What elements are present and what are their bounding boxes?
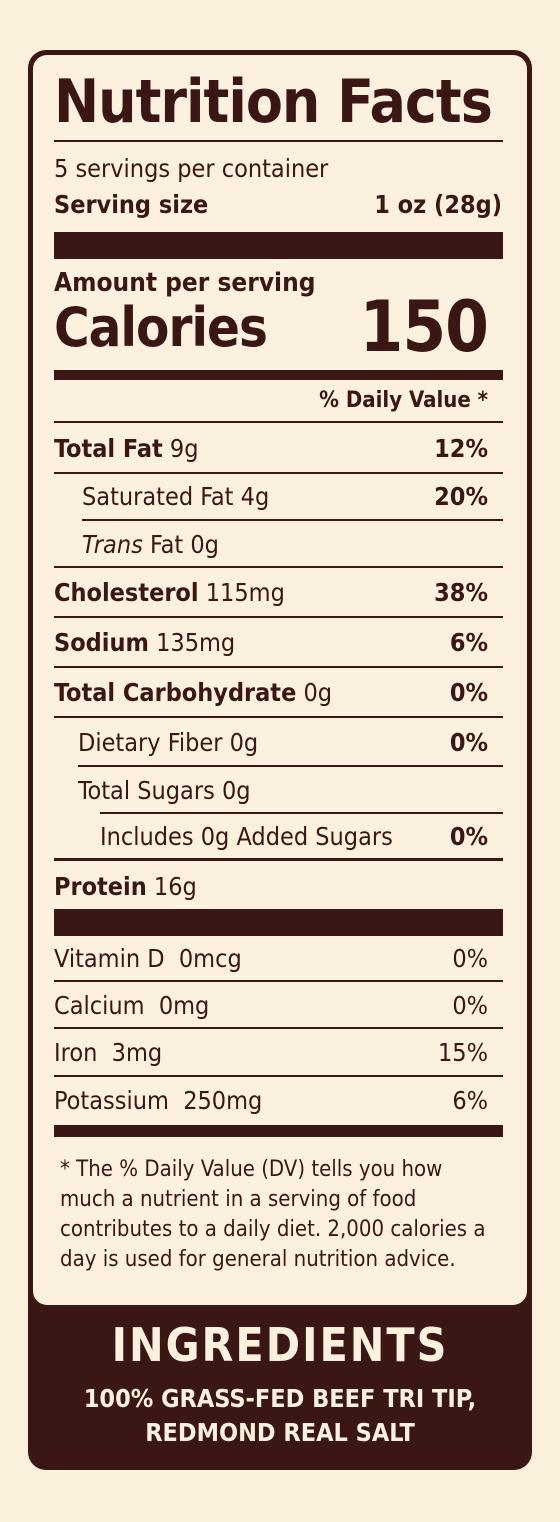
vitamin-name: Vitamin D xyxy=(54,944,165,973)
nutrient-amount: 9g xyxy=(169,434,199,463)
serving-size-label: Serving size xyxy=(54,190,209,219)
nutrient-dv: 6% xyxy=(449,628,488,657)
calories-label: Calories xyxy=(54,296,268,359)
divider xyxy=(54,566,503,568)
vitamin-amount: 250mg xyxy=(183,1086,263,1115)
label-title: Nutrition Facts xyxy=(54,67,493,137)
nutrient-name: Protein xyxy=(54,872,147,901)
nutrient-row-total-sugars: Total Sugars 0g xyxy=(54,766,488,814)
nutrient-row-protein: Protein 16g xyxy=(54,862,488,910)
nutrient-row-total-fat: Total Fat 9g 12% xyxy=(54,424,488,472)
divider xyxy=(54,616,503,618)
nutrient-dv: 0% xyxy=(449,678,488,707)
nutrient-name: Includes 0g Added Sugars xyxy=(100,822,393,851)
nutrient-dv: 38% xyxy=(434,578,488,607)
nutrient-name: Total Sugars xyxy=(78,776,215,805)
thick-divider xyxy=(54,909,503,936)
nutrient-amount: 135mg xyxy=(156,628,236,657)
vitamin-dv: 0% xyxy=(452,991,488,1020)
nutrient-dv: 0% xyxy=(449,822,488,851)
vitamin-amount: 3mg xyxy=(111,1038,163,1067)
nutrient-row-saturated-fat: Saturated Fat 4g 20% xyxy=(54,472,488,520)
nutrient-name: Total Fat xyxy=(54,434,163,463)
divider xyxy=(82,519,503,521)
nutrient-row-added-sugars: Includes 0g Added Sugars 0% xyxy=(54,812,488,860)
divider xyxy=(54,1075,503,1077)
medium-divider xyxy=(54,370,503,380)
nutrient-name: Sodium xyxy=(54,628,149,657)
servings-per-container: 5 servings per container xyxy=(54,154,329,183)
nutrient-amount: 16g xyxy=(153,872,197,901)
amount-per-serving: Amount per serving xyxy=(54,268,316,298)
ingredients-line-2: REDMOND REAL SALT xyxy=(145,1418,415,1447)
thick-divider xyxy=(54,232,503,259)
vitamin-row-potassium: Potassium 250mg 6% xyxy=(54,1076,488,1124)
vitamin-name: Calcium xyxy=(54,991,145,1020)
nutrient-row-cholesterol: Cholesterol 115mg 38% xyxy=(54,568,488,616)
nutrient-row-sodium: Sodium 135mg 6% xyxy=(54,618,488,666)
daily-value-footnote: * The % Daily Value (DV) tells you how m… xyxy=(60,1157,486,1272)
nutrient-name: Saturated Fat xyxy=(82,482,234,511)
ingredients-title: INGREDIENTS xyxy=(111,1318,449,1372)
nutrient-dv: 20% xyxy=(434,482,488,511)
calories-value: 150 xyxy=(359,286,489,368)
vitamin-dv: 6% xyxy=(452,1086,488,1115)
nutrient-amount: 0g xyxy=(229,728,259,757)
nutrient-name: Total Carbohydrate xyxy=(54,678,297,707)
medium-divider xyxy=(54,1125,503,1137)
vitamin-amount: 0mcg xyxy=(178,944,242,973)
divider xyxy=(54,472,503,474)
nutrient-name-suffix: Fat xyxy=(149,530,184,559)
nutrient-row-trans-fat: Trans Fat 0g xyxy=(54,520,488,568)
ingredients-list: 100% GRASS-FED BEEF TRI TIP, REDMOND REA… xyxy=(28,1382,532,1450)
vitamin-row-vitamin-d: Vitamin D 0mcg 0% xyxy=(54,934,488,982)
divider xyxy=(54,980,503,982)
vitamin-dv: 15% xyxy=(438,1038,488,1067)
nutrient-row-dietary-fiber: Dietary Fiber 0g 0% xyxy=(54,718,488,766)
divider xyxy=(100,812,503,814)
vitamin-name: Iron xyxy=(54,1038,98,1067)
daily-value-header: % Daily Value * xyxy=(319,388,488,413)
nutrient-row-total-carbohydrate: Total Carbohydrate 0g 0% xyxy=(54,668,488,716)
vitamin-row-calcium: Calcium 0mg 0% xyxy=(54,981,488,1029)
vitamin-row-iron: Iron 3mg 15% xyxy=(54,1028,488,1076)
divider xyxy=(54,666,503,668)
nutrient-amount: 0g xyxy=(303,678,333,707)
divider xyxy=(54,716,503,718)
nutrient-dv: 0% xyxy=(449,728,488,757)
nutrient-name: Dietary Fiber xyxy=(78,728,223,757)
nutrient-amount: 0g xyxy=(221,776,251,805)
nutrient-dv: 12% xyxy=(434,434,488,463)
divider xyxy=(54,1027,503,1029)
nutrient-amount: 115mg xyxy=(205,578,285,607)
divider xyxy=(54,858,503,861)
serving-size-value: 1 oz (28g) xyxy=(374,190,502,219)
divider xyxy=(78,765,503,767)
nutrient-amount: 4g xyxy=(240,482,270,511)
divider xyxy=(54,140,503,142)
nutrient-name: Cholesterol xyxy=(54,578,199,607)
vitamin-dv: 0% xyxy=(452,944,488,973)
divider xyxy=(54,421,503,423)
nutrition-facts-label xyxy=(33,55,527,1305)
nutrient-name: Trans xyxy=(82,530,143,559)
vitamin-amount: 0mg xyxy=(158,991,210,1020)
ingredients-line-1: 100% GRASS-FED BEEF TRI TIP, xyxy=(83,1384,477,1413)
vitamin-name: Potassium xyxy=(54,1086,169,1115)
nutrient-amount: 0g xyxy=(190,530,219,559)
